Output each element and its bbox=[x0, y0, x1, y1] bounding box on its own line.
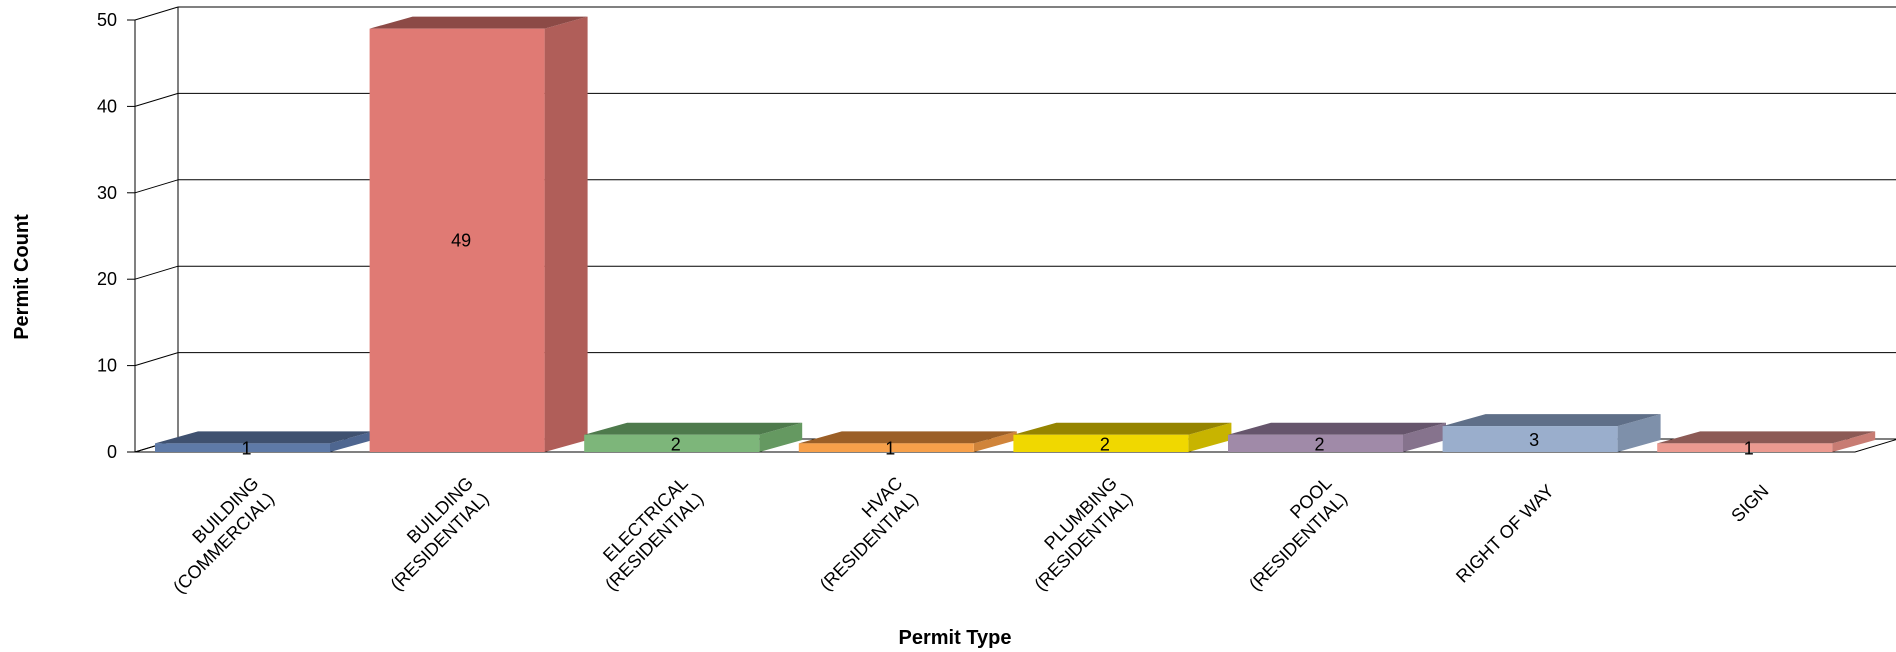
bar-top bbox=[155, 431, 373, 444]
data-label: 49 bbox=[451, 230, 471, 250]
data-label: 1 bbox=[1744, 439, 1754, 459]
bar-top bbox=[798, 431, 1017, 444]
bar bbox=[1228, 422, 1446, 452]
x-axis-title: Permit Type bbox=[899, 627, 1012, 649]
bar-side bbox=[1617, 414, 1661, 452]
xtick-label: HVAC(RESIDENTIAL) bbox=[800, 473, 922, 595]
bar-front bbox=[1013, 434, 1189, 452]
bar bbox=[155, 431, 373, 452]
xtick-label: BUILDING(COMMERCIAL) bbox=[154, 473, 278, 597]
y-tick-labels: 0 10 20 30 40 50 bbox=[97, 10, 117, 462]
gridline-side-50 bbox=[134, 6, 179, 21]
gridline-side-10 bbox=[134, 352, 179, 367]
bar bbox=[1013, 422, 1232, 452]
bar-front bbox=[1657, 443, 1833, 452]
bar-side bbox=[1403, 422, 1446, 452]
bar-front bbox=[584, 434, 760, 452]
bar bbox=[584, 422, 803, 452]
bar-top bbox=[1442, 414, 1661, 427]
y-axis-title: Permit Count bbox=[11, 214, 33, 340]
bar-top bbox=[369, 16, 588, 29]
bar-front bbox=[369, 28, 545, 452]
xtick-label: ELECTRICAL(RESIDENTIAL) bbox=[586, 473, 708, 595]
data-label: 1 bbox=[241, 439, 251, 459]
xtick-line: SIGN bbox=[1727, 481, 1772, 526]
bar bbox=[798, 431, 1017, 452]
bar-top bbox=[1228, 422, 1446, 435]
bar-top bbox=[584, 422, 803, 435]
bar-front bbox=[798, 443, 974, 452]
bar bbox=[1442, 414, 1661, 452]
bar-side bbox=[544, 16, 588, 452]
ytick-label: 30 bbox=[97, 183, 117, 203]
bar-side bbox=[973, 431, 1017, 452]
xtick-label: BUILDING(RESIDENTIAL) bbox=[371, 473, 493, 595]
ytick-label: 10 bbox=[97, 356, 117, 376]
data-labels: 1 49 2 1 2 2 3 1 bbox=[241, 230, 1753, 458]
gridline-side-20 bbox=[134, 265, 179, 280]
ytick-label: 0 bbox=[107, 442, 117, 462]
xtick-label: SIGN bbox=[1727, 481, 1772, 526]
ytick-label: 50 bbox=[97, 10, 117, 30]
xtick-label: PLUMBING(RESIDENTIAL) bbox=[1015, 473, 1137, 595]
data-label: 1 bbox=[885, 439, 895, 459]
x-tick-labels: BUILDING(COMMERCIAL) BUILDING(RESIDENTIAL… bbox=[154, 473, 1772, 597]
xtick-label: RIGHT OF WAY bbox=[1452, 481, 1558, 587]
data-label: 2 bbox=[671, 434, 681, 454]
ytick-label: 40 bbox=[97, 96, 117, 116]
bar-side bbox=[330, 431, 373, 452]
data-label: 2 bbox=[1100, 434, 1110, 454]
bar-top bbox=[1657, 431, 1876, 444]
bar-front bbox=[1228, 434, 1403, 452]
bars bbox=[155, 16, 1876, 452]
data-label: 3 bbox=[1529, 430, 1539, 450]
xtick-label: POOL(RESIDENTIAL) bbox=[1229, 473, 1351, 595]
bar-side bbox=[1188, 422, 1232, 452]
bar-side bbox=[1832, 431, 1876, 452]
xtick-line: RIGHT OF WAY bbox=[1452, 481, 1558, 587]
bar-side bbox=[759, 422, 803, 452]
gridline-side-40 bbox=[134, 92, 179, 107]
bar bbox=[1657, 431, 1876, 452]
bar-front bbox=[155, 443, 330, 452]
gridline-side-30 bbox=[134, 179, 179, 194]
bar-front bbox=[1442, 426, 1618, 452]
bar bbox=[369, 16, 588, 452]
bar-top bbox=[1013, 422, 1232, 435]
ytick-label: 20 bbox=[97, 269, 117, 289]
data-label: 2 bbox=[1314, 434, 1324, 454]
